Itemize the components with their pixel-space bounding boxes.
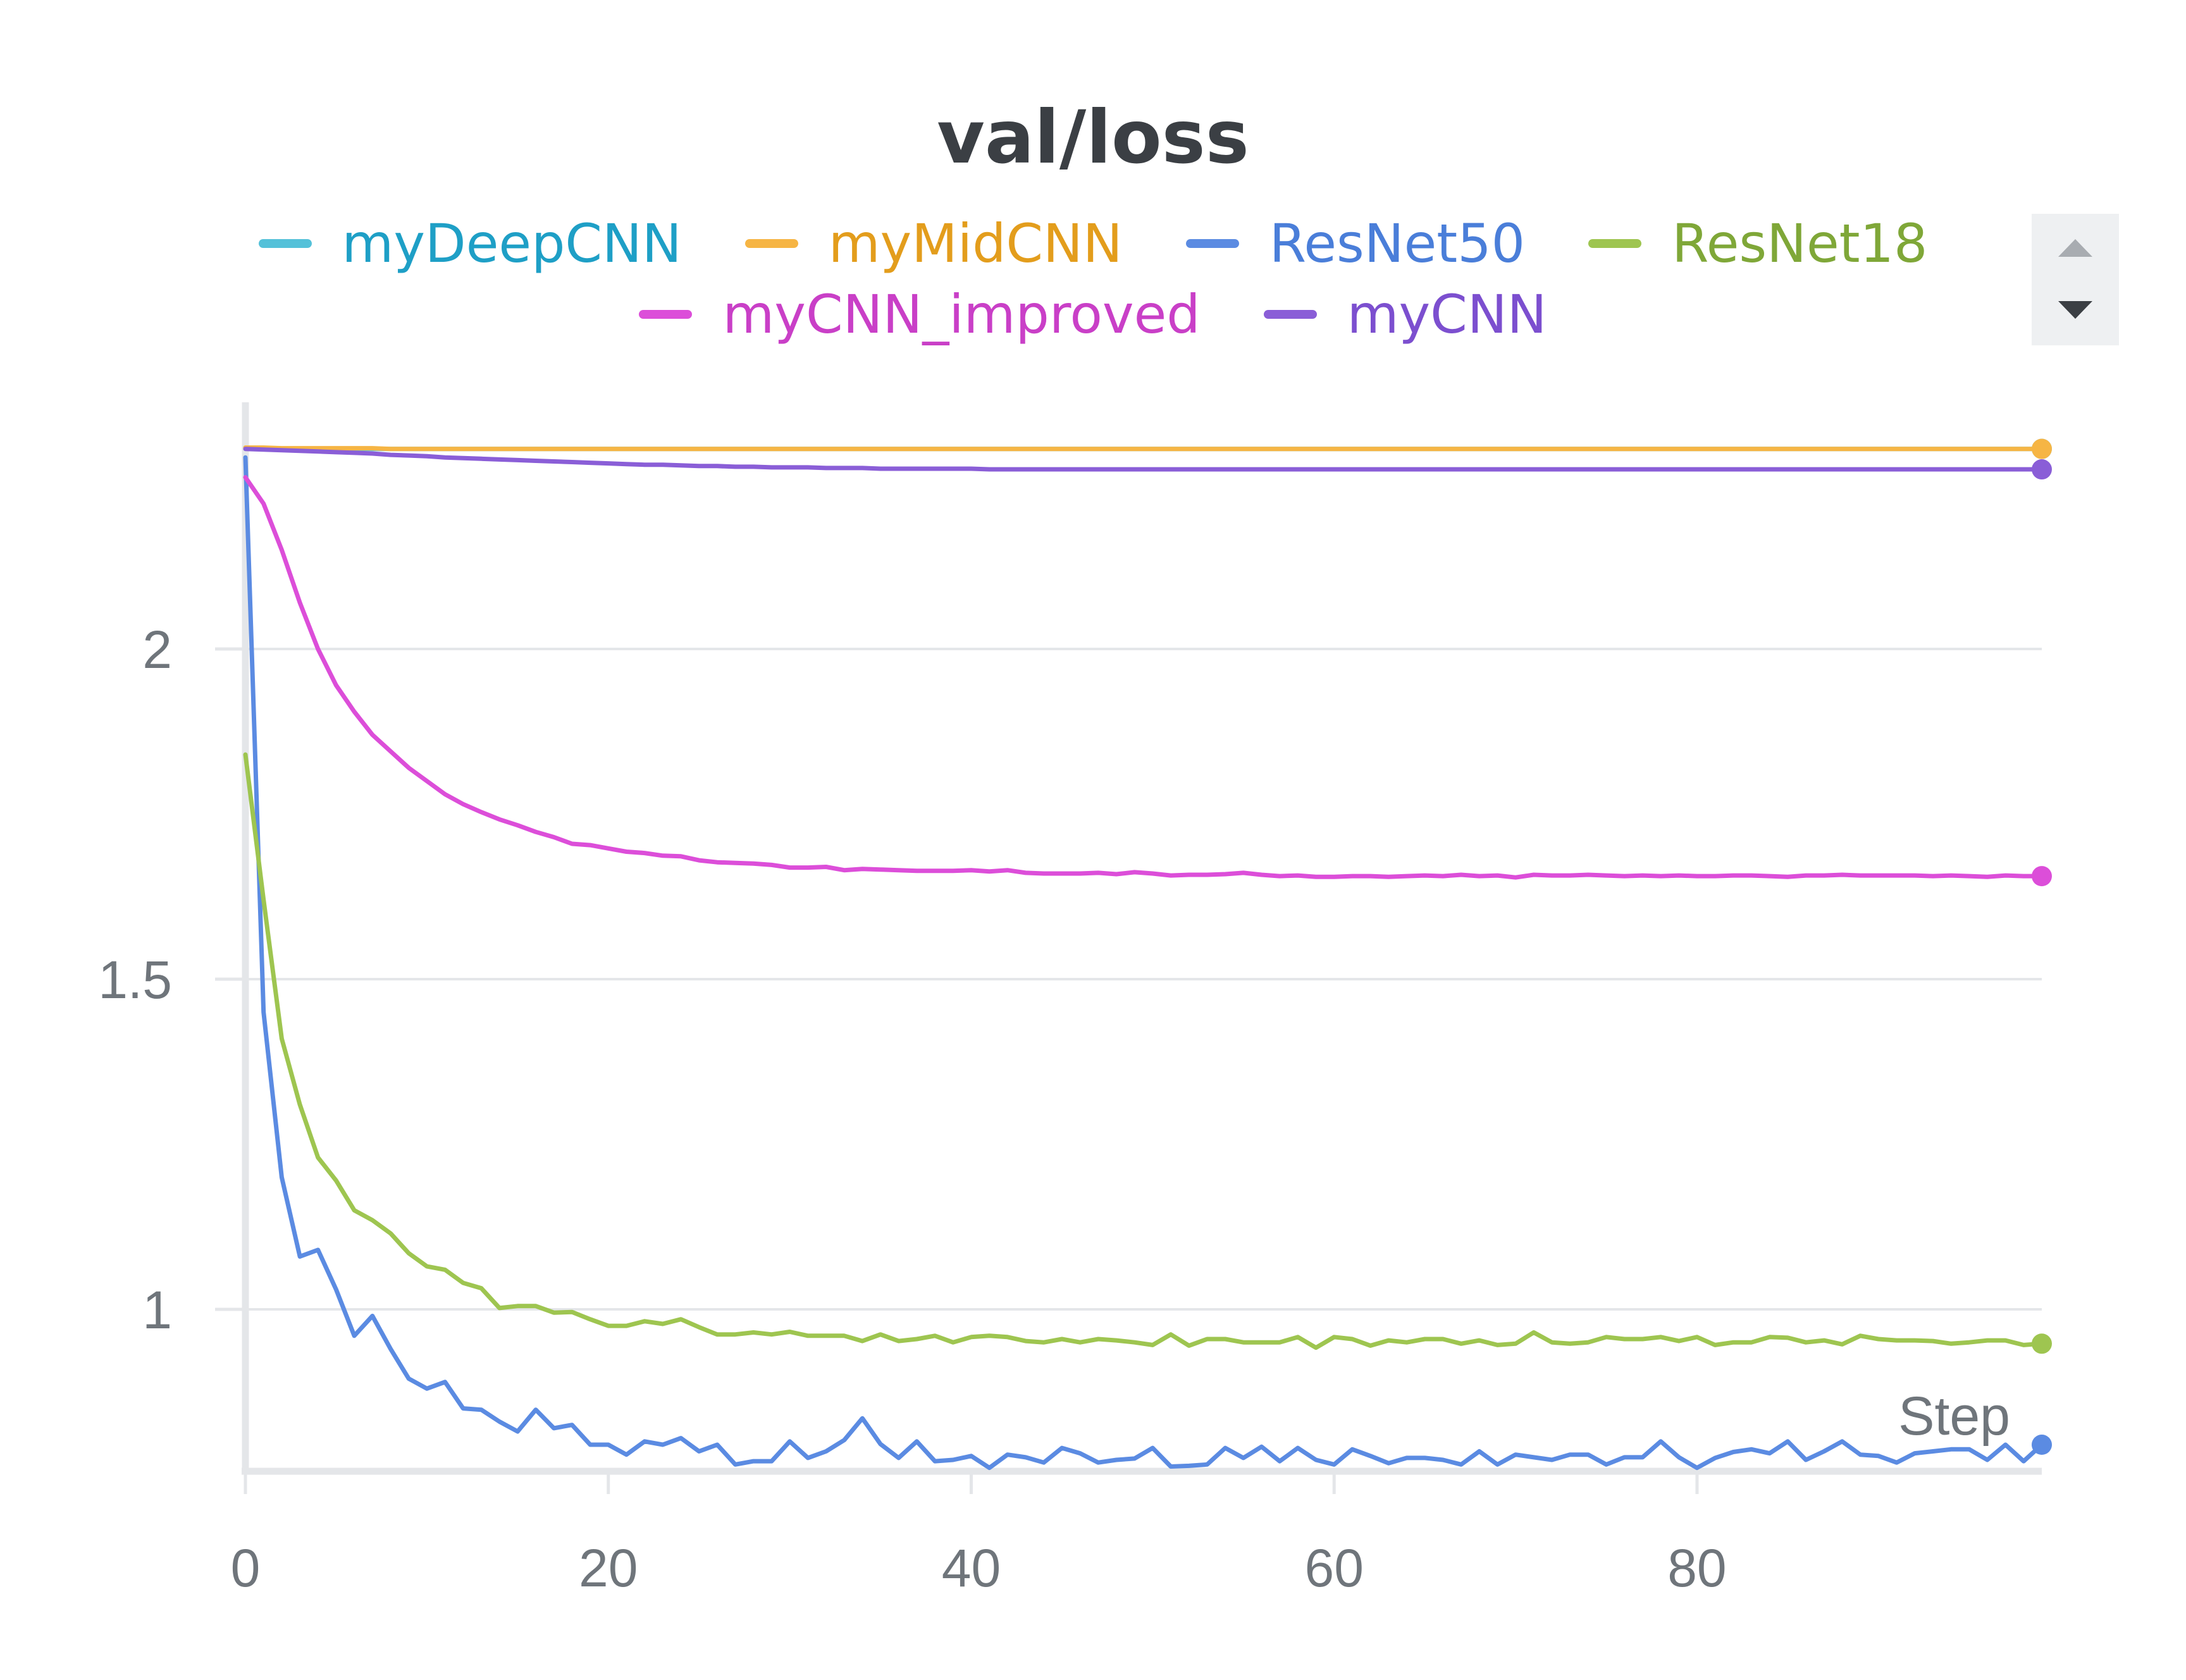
x-tick-label: 0: [231, 1538, 261, 1598]
x-tick-label: 20: [579, 1538, 638, 1598]
legend-item-resnet18[interactable]: ResNet18: [1588, 213, 1927, 275]
series-end-marker-resnet50: [2032, 1435, 2052, 1455]
x-tick-label: 80: [1667, 1538, 1726, 1598]
legend-item-mycnn-improved[interactable]: myCNN_improved: [639, 283, 1201, 345]
series-end-marker-mymidcnn: [2032, 438, 2052, 459]
legend-label: ResNet50: [1269, 213, 1526, 275]
legend-label: ResNet18: [1672, 213, 1928, 275]
series-end-marker-mycnn-improved: [2032, 866, 2052, 887]
legend-swatch: [639, 310, 693, 319]
series-end-marker-resnet18: [2032, 1333, 2052, 1354]
legend-swatch: [1588, 239, 1642, 248]
series-line-mycnn: [243, 447, 2044, 472]
legend: myDeepCNN myMidCNN ResNet50 ResNet18: [0, 209, 2186, 278]
series-end-marker-mycnn: [2032, 459, 2052, 480]
series-line-resnet50: [243, 455, 2044, 1471]
y-tick-label: 2: [142, 620, 172, 679]
legend-label: myDeepCNN: [342, 213, 682, 275]
series-line-mycnn-improved: [243, 475, 2044, 880]
legend-label: myMidCNN: [828, 213, 1123, 275]
legend-row-2: myCNN_improved myCNN: [0, 280, 2186, 349]
legend-swatch: [1263, 310, 1317, 319]
legend-item-mycnn[interactable]: myCNN: [1263, 283, 1547, 345]
legend-item-resnet50[interactable]: ResNet50: [1185, 213, 1526, 275]
legend-label: myCNN_improved: [722, 283, 1201, 345]
legend-scroll-control: [2032, 214, 2119, 345]
scroll-down-icon[interactable]: [2058, 301, 2092, 319]
legend-item-mydeepcnn[interactable]: myDeepCNN: [258, 213, 682, 275]
x-tick-label: 40: [942, 1538, 1001, 1598]
legend-swatch: [258, 239, 312, 248]
legend-swatch: [1185, 239, 1239, 248]
scroll-up-icon[interactable]: [2058, 239, 2092, 257]
y-tick-label: 1: [142, 1280, 172, 1340]
y-tick-label: 1.5: [98, 950, 172, 1010]
series-line-mymidcnn: [243, 445, 2044, 452]
x-axis-label: Step: [1898, 1386, 2010, 1447]
chart-title: val/loss: [937, 95, 1249, 180]
legend-item-mymidcnn[interactable]: myMidCNN: [744, 213, 1123, 275]
legend-swatch: [744, 239, 798, 248]
x-tick-label: 60: [1304, 1538, 1363, 1598]
legend-label: myCNN: [1347, 283, 1547, 345]
series-line-resnet18: [243, 752, 2044, 1350]
